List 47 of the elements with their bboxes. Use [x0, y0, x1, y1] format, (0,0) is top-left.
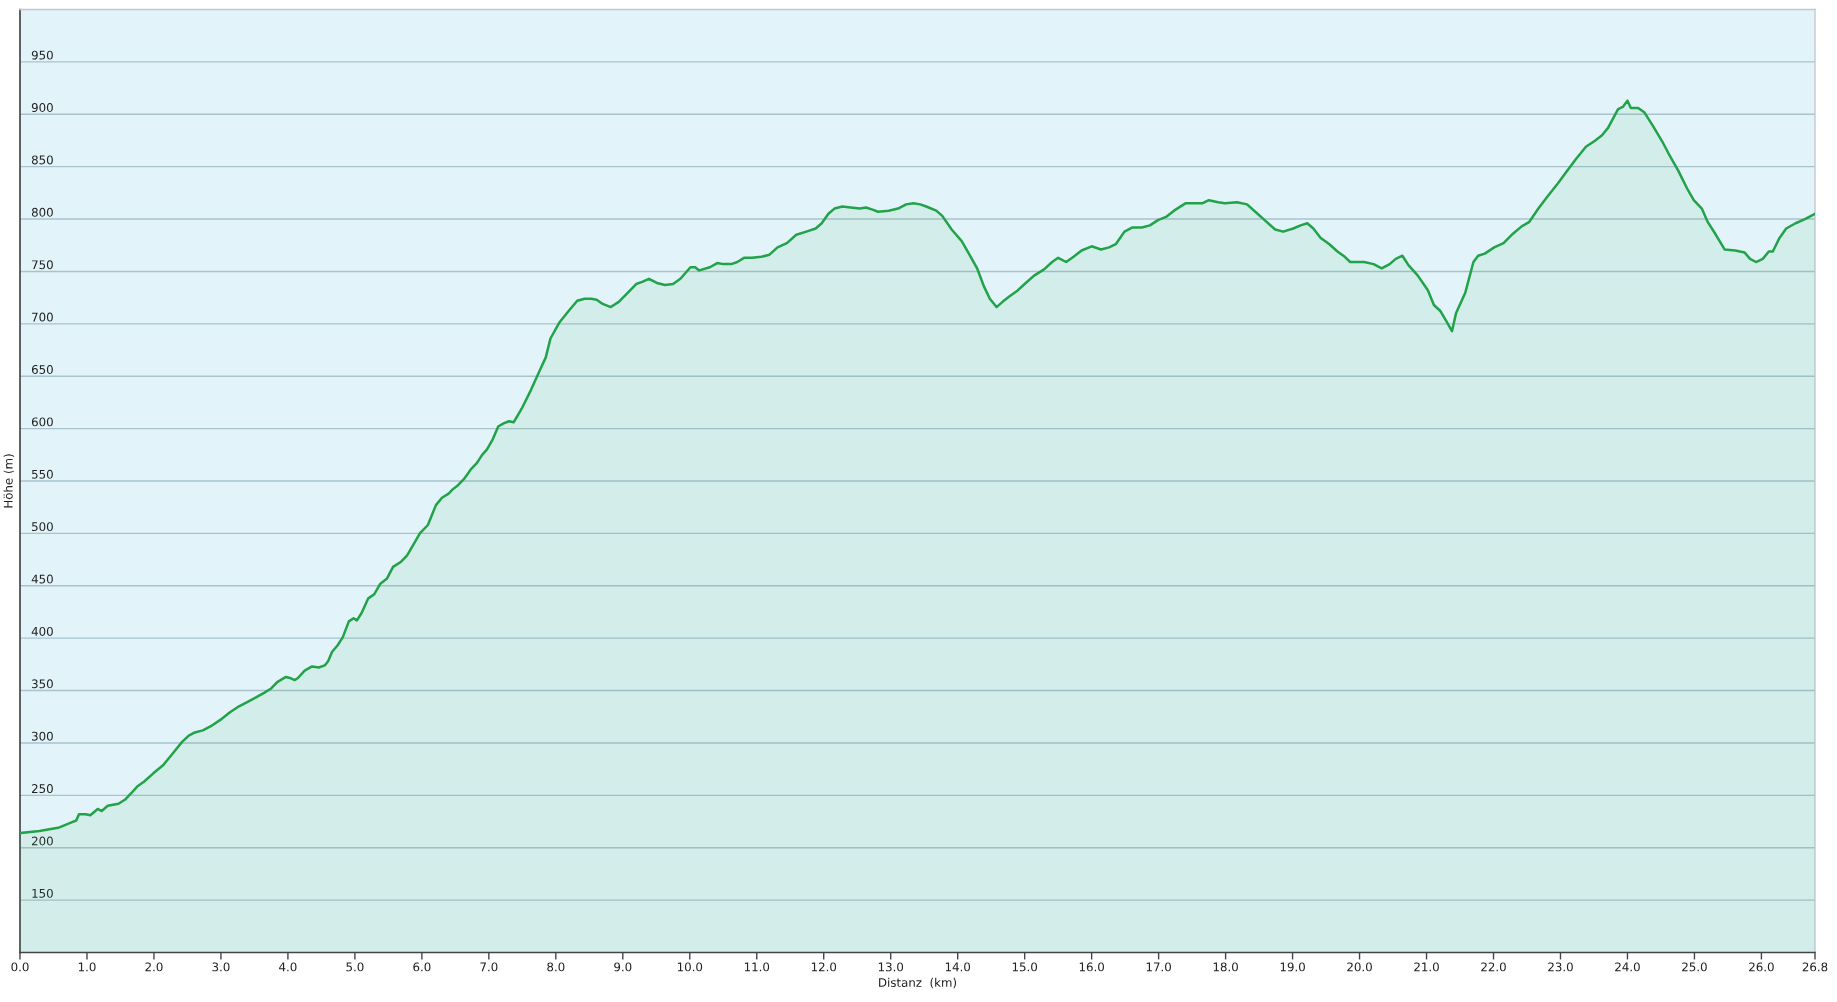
- x-tick-label: 17.0: [1146, 962, 1171, 972]
- x-tick-label: 0.0: [11, 962, 29, 972]
- y-tick-label: 700: [32, 312, 53, 322]
- y-tick-label: 400: [31, 626, 53, 636]
- x-tick-label: 1.0: [78, 962, 96, 972]
- x-tick-label: 26.8: [1802, 962, 1828, 972]
- y-tick-label: 200: [31, 836, 53, 846]
- y-tick-label: 350: [32, 679, 53, 689]
- x-tick-label: 13.0: [878, 962, 904, 972]
- x-tick-label: 26.0: [1749, 962, 1774, 972]
- x-tick-label: 3.0: [212, 962, 230, 972]
- x-tick-label: 24.0: [1615, 962, 1640, 972]
- y-axis-title: Höhe (m): [3, 454, 15, 508]
- x-tick-label: 20.0: [1347, 962, 1372, 972]
- x-tick-label: 2.0: [145, 962, 163, 972]
- y-tick-label: 950: [31, 50, 53, 60]
- y-tick-label: 800: [31, 207, 53, 217]
- x-tick-label: 4.0: [279, 962, 297, 972]
- x-tick-label: 21.0: [1414, 962, 1439, 972]
- y-tick-label: 850: [31, 155, 53, 165]
- y-tick-label: 300: [32, 731, 53, 741]
- y-tick-label: 450: [31, 574, 53, 584]
- y-tick-label: 250: [31, 784, 53, 794]
- x-tick-label: 10.0: [677, 962, 703, 972]
- x-tick-label: 25.0: [1682, 962, 1707, 972]
- y-tick-label: 600: [31, 417, 53, 427]
- x-tick-label: 5.0: [346, 962, 364, 972]
- x-tick-label: 9.0: [614, 962, 632, 972]
- x-tick-label: 22.0: [1481, 962, 1506, 972]
- y-tick-label: 500: [32, 522, 53, 532]
- x-tick-label: 12.0: [811, 962, 837, 972]
- y-tick-label: 150: [32, 888, 53, 898]
- x-axis-title: Distanz (km): [879, 977, 957, 989]
- x-tick-label: 6.0: [413, 962, 431, 972]
- x-tick-label: 15.0: [1012, 962, 1038, 972]
- x-tick-label: 7.0: [480, 962, 498, 972]
- y-tick-label: 900: [31, 103, 53, 112]
- x-tick-label: 14.0: [945, 962, 971, 972]
- y-tick-label: 650: [31, 365, 53, 374]
- y-tick-label: 550: [32, 469, 53, 479]
- x-tick-label: 23.0: [1548, 962, 1573, 972]
- x-tick-label: 16.0: [1079, 962, 1104, 972]
- x-tick-label: 8.0: [547, 962, 565, 972]
- x-tick-label: 19.0: [1280, 962, 1305, 972]
- x-tick-label: 18.0: [1213, 962, 1238, 972]
- x-tick-label: 11.0: [744, 962, 770, 972]
- y-tick-label: 750: [32, 260, 53, 270]
